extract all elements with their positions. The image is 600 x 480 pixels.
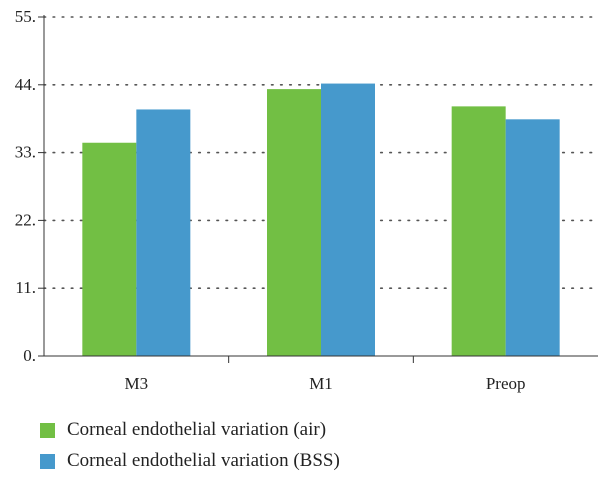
axes — [43, 15, 598, 357]
x-tick-label-preop: Preop — [486, 374, 526, 393]
legend: Corneal endothelial variation (air) Corn… — [40, 418, 340, 480]
legend-swatch-air — [40, 422, 55, 438]
x-tick-label-m1: M1 — [309, 374, 333, 393]
y-tick-label: 33. — [15, 143, 36, 162]
y-tick-label: 0. — [23, 346, 36, 365]
bar-chart: 0. 11. 22. 33. 44. 55. M3 M1 Preop — [15, 7, 599, 393]
bar-m3-bss — [136, 109, 191, 356]
bar-m1-bss — [321, 83, 375, 357]
x-tick-label-m3: M3 — [125, 374, 149, 393]
legend-label-air: Corneal endothelial variation (air) — [67, 419, 327, 440]
legend-item-bss: Corneal endothelial variation (BSS) — [40, 449, 340, 473]
legend-label-bss: Corneal endothelial variation (BSS) — [67, 450, 340, 471]
bar-preop-bss — [505, 119, 560, 356]
x-axis-ticks: M3 M1 Preop — [125, 356, 526, 393]
legend-swatch-bss — [40, 453, 55, 469]
bars — [82, 83, 560, 357]
y-tick-label: 22. — [15, 210, 36, 229]
bar-preop-air — [451, 106, 506, 356]
bar-m3-air — [82, 142, 137, 356]
legend-item-air: Corneal endothelial variation (air) — [40, 418, 340, 442]
y-axis-ticks: 0. 11. 22. 33. 44. 55. — [15, 7, 44, 365]
y-tick-label: 11. — [15, 278, 36, 297]
y-tick-label: 55. — [15, 7, 36, 26]
y-tick-label: 44. — [15, 75, 36, 94]
bar-m1-air — [267, 89, 321, 356]
